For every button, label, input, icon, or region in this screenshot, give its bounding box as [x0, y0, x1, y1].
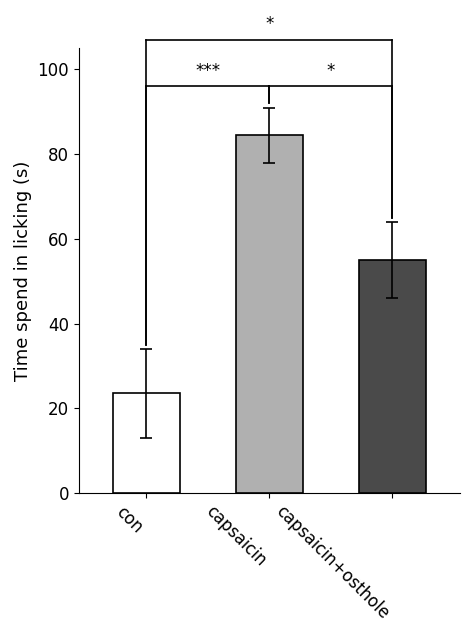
Bar [236, 135, 303, 493]
Text: *: * [327, 62, 335, 80]
Text: *: * [265, 15, 273, 33]
Bar [113, 394, 180, 493]
Bar [359, 260, 426, 493]
Y-axis label: Time spend in licking (s): Time spend in licking (s) [14, 161, 32, 381]
Text: ***: *** [195, 62, 220, 80]
